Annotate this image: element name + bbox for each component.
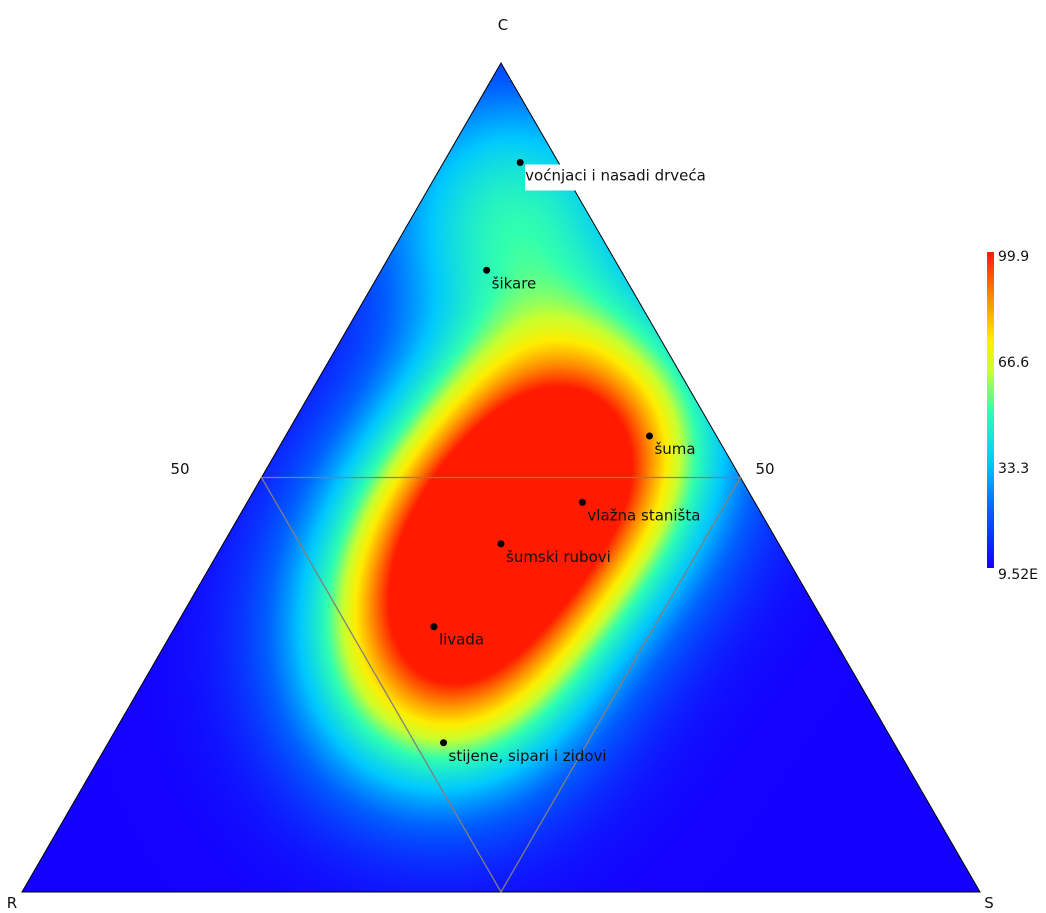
midpoint-triangle: [260, 476, 742, 894]
data-label-3: vlažna staništa: [587, 506, 700, 524]
vertex-label-c: C: [498, 16, 508, 34]
data-label-background-0: [525, 164, 776, 191]
data-point-4: [497, 540, 505, 548]
data-label-4: šumski rubovi: [506, 548, 611, 566]
data-point-1: [483, 266, 491, 274]
colorbar-mid-low-label: 33.3: [998, 461, 1029, 477]
points-layer: voćnjaci i nasadi drveća šikare šuma vlažna…: [430, 158, 776, 765]
data-point-2: [645, 432, 653, 440]
colorbar-mid-high-label: 66.6: [998, 355, 1029, 371]
data-point-0: [516, 158, 524, 166]
colorbar-max-label: 99.9: [998, 249, 1029, 265]
vertex-label-r: R: [7, 894, 17, 912]
data-label-6: stijene, sipari i zidovi: [449, 747, 607, 765]
data-point-6: [440, 739, 448, 747]
data-label-5: livada: [439, 631, 484, 649]
data-label-0: voćnjaci i nasadi drveća: [525, 166, 706, 184]
edge-tick-right: 50: [755, 460, 774, 478]
colorbar: 99.9 66.6 33.3 9.52E: [987, 249, 1038, 583]
edge-tick-left: 50: [170, 460, 189, 478]
data-point-3: [578, 498, 586, 506]
colorbar-min-label: 9.52E: [998, 567, 1038, 583]
colorbar-gradient: [987, 252, 994, 568]
data-label-1: šikare: [492, 274, 537, 292]
data-label-2: šuma: [654, 440, 695, 458]
data-point-5: [430, 623, 438, 631]
vertex-label-s: S: [984, 894, 994, 912]
